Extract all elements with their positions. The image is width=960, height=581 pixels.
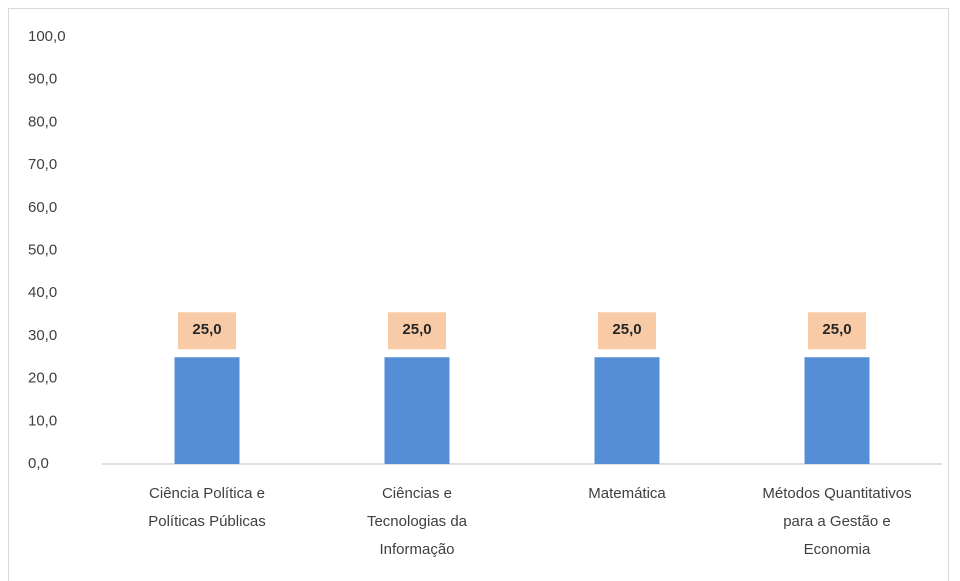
x-tick-label: Métodos Quantitativos para a Gestão e Econ… xyxy=(762,485,911,558)
data-label: 25,0 xyxy=(192,321,221,338)
bar xyxy=(174,357,240,464)
x-tick-label: Ciências e Tecnologias da Informação xyxy=(367,485,468,558)
data-label-box xyxy=(808,312,866,350)
y-tick-label: 40,0 xyxy=(28,284,57,301)
y-tick-label: 50,0 xyxy=(28,241,57,258)
data-label: 25,0 xyxy=(822,321,851,338)
data-label: 25,0 xyxy=(402,321,431,338)
chart-frame xyxy=(8,8,949,581)
y-tick-label: 70,0 xyxy=(28,156,57,173)
y-tick-label: 80,0 xyxy=(28,113,57,130)
y-tick-label: 0,0 xyxy=(28,455,49,472)
bar xyxy=(384,357,450,464)
y-tick-label: 30,0 xyxy=(28,327,57,344)
bar xyxy=(594,357,660,464)
data-label-box xyxy=(388,312,446,350)
y-tick-label: 100,0 xyxy=(28,28,66,45)
y-tick-label: 60,0 xyxy=(28,199,57,216)
y-tick-label: 20,0 xyxy=(28,370,57,387)
data-label: 25,0 xyxy=(612,321,641,338)
y-tick-label: 10,0 xyxy=(28,412,57,429)
x-tick-label: Matemática xyxy=(588,485,666,502)
x-tick-label: Ciência Política e Políticas Públicas xyxy=(148,485,266,530)
bar xyxy=(804,357,870,464)
data-label-box xyxy=(178,312,236,350)
y-tick-label: 90,0 xyxy=(28,71,57,88)
data-label-box xyxy=(598,312,656,350)
